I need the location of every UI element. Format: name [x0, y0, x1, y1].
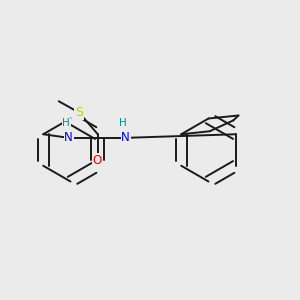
Text: O: O [93, 154, 102, 167]
Text: H: H [62, 118, 70, 128]
Text: N: N [121, 131, 130, 144]
Text: N: N [64, 131, 73, 144]
Text: H: H [119, 118, 127, 128]
Text: S: S [75, 106, 83, 119]
